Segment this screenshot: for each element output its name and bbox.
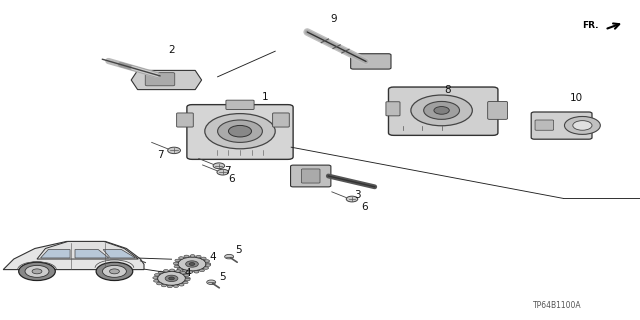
Circle shape	[154, 274, 159, 276]
Circle shape	[168, 147, 180, 154]
Circle shape	[157, 271, 186, 285]
Circle shape	[204, 260, 209, 262]
FancyBboxPatch shape	[226, 100, 254, 109]
Circle shape	[96, 262, 132, 281]
FancyBboxPatch shape	[291, 165, 331, 187]
Circle shape	[178, 257, 206, 271]
Circle shape	[153, 276, 158, 279]
Circle shape	[180, 271, 186, 274]
Circle shape	[434, 107, 449, 114]
FancyBboxPatch shape	[187, 105, 293, 159]
Circle shape	[177, 268, 182, 270]
Text: 4: 4	[209, 252, 216, 262]
Text: 2: 2	[168, 44, 175, 55]
Circle shape	[190, 255, 195, 257]
Text: 6: 6	[228, 174, 235, 184]
Circle shape	[189, 263, 195, 265]
Circle shape	[154, 280, 159, 282]
Circle shape	[175, 259, 180, 262]
Circle shape	[573, 121, 592, 130]
Circle shape	[346, 196, 358, 202]
FancyBboxPatch shape	[386, 102, 400, 116]
Circle shape	[184, 274, 189, 276]
Circle shape	[196, 255, 201, 258]
Circle shape	[109, 269, 120, 274]
Circle shape	[173, 262, 179, 265]
Circle shape	[424, 101, 460, 119]
Polygon shape	[37, 242, 138, 259]
Circle shape	[411, 95, 472, 126]
Text: 3: 3	[354, 190, 360, 200]
Circle shape	[185, 277, 190, 280]
Circle shape	[207, 280, 216, 284]
Circle shape	[175, 270, 180, 272]
Polygon shape	[131, 70, 202, 90]
Circle shape	[32, 269, 42, 274]
Circle shape	[182, 270, 187, 272]
Circle shape	[157, 282, 162, 285]
Polygon shape	[75, 250, 109, 258]
Text: 4: 4	[185, 268, 191, 278]
FancyBboxPatch shape	[145, 73, 175, 86]
Circle shape	[205, 263, 211, 265]
Circle shape	[163, 269, 168, 272]
FancyBboxPatch shape	[535, 120, 554, 130]
Circle shape	[174, 265, 179, 268]
Circle shape	[25, 265, 49, 277]
Polygon shape	[40, 250, 70, 258]
Text: 5: 5	[220, 272, 226, 283]
Text: 7: 7	[224, 166, 230, 176]
Circle shape	[183, 281, 188, 284]
FancyBboxPatch shape	[177, 113, 193, 127]
Circle shape	[205, 264, 211, 266]
Circle shape	[179, 257, 184, 259]
Circle shape	[173, 285, 179, 287]
FancyBboxPatch shape	[301, 169, 320, 183]
Text: 6: 6	[362, 202, 368, 212]
Circle shape	[204, 267, 209, 269]
Circle shape	[186, 261, 198, 267]
Circle shape	[194, 270, 199, 273]
Circle shape	[165, 275, 178, 282]
Circle shape	[158, 271, 163, 274]
Text: 9: 9	[331, 13, 337, 24]
Circle shape	[188, 271, 193, 273]
Circle shape	[228, 125, 252, 137]
FancyBboxPatch shape	[531, 112, 592, 139]
Circle shape	[169, 277, 174, 280]
Text: 5: 5	[235, 245, 241, 255]
Circle shape	[217, 169, 228, 175]
Text: 10: 10	[570, 93, 582, 103]
Circle shape	[213, 163, 225, 169]
FancyBboxPatch shape	[351, 54, 391, 69]
Text: 7: 7	[157, 150, 163, 160]
Circle shape	[564, 116, 600, 134]
Circle shape	[200, 269, 205, 272]
Text: 1: 1	[262, 92, 269, 102]
FancyBboxPatch shape	[388, 87, 498, 135]
Circle shape	[218, 120, 262, 142]
Text: FR.: FR.	[582, 21, 598, 30]
Text: TP64B1100A: TP64B1100A	[532, 301, 581, 310]
Circle shape	[102, 265, 127, 277]
Circle shape	[205, 114, 275, 149]
Polygon shape	[3, 242, 144, 269]
Circle shape	[19, 262, 55, 281]
Circle shape	[225, 254, 234, 259]
Circle shape	[201, 257, 206, 260]
Polygon shape	[103, 250, 136, 258]
FancyBboxPatch shape	[273, 113, 289, 127]
Circle shape	[184, 255, 189, 258]
FancyBboxPatch shape	[488, 101, 508, 119]
Text: 8: 8	[445, 84, 451, 95]
Circle shape	[170, 269, 175, 272]
Circle shape	[161, 284, 166, 287]
Circle shape	[167, 285, 172, 288]
Circle shape	[179, 284, 184, 286]
Circle shape	[185, 278, 190, 281]
